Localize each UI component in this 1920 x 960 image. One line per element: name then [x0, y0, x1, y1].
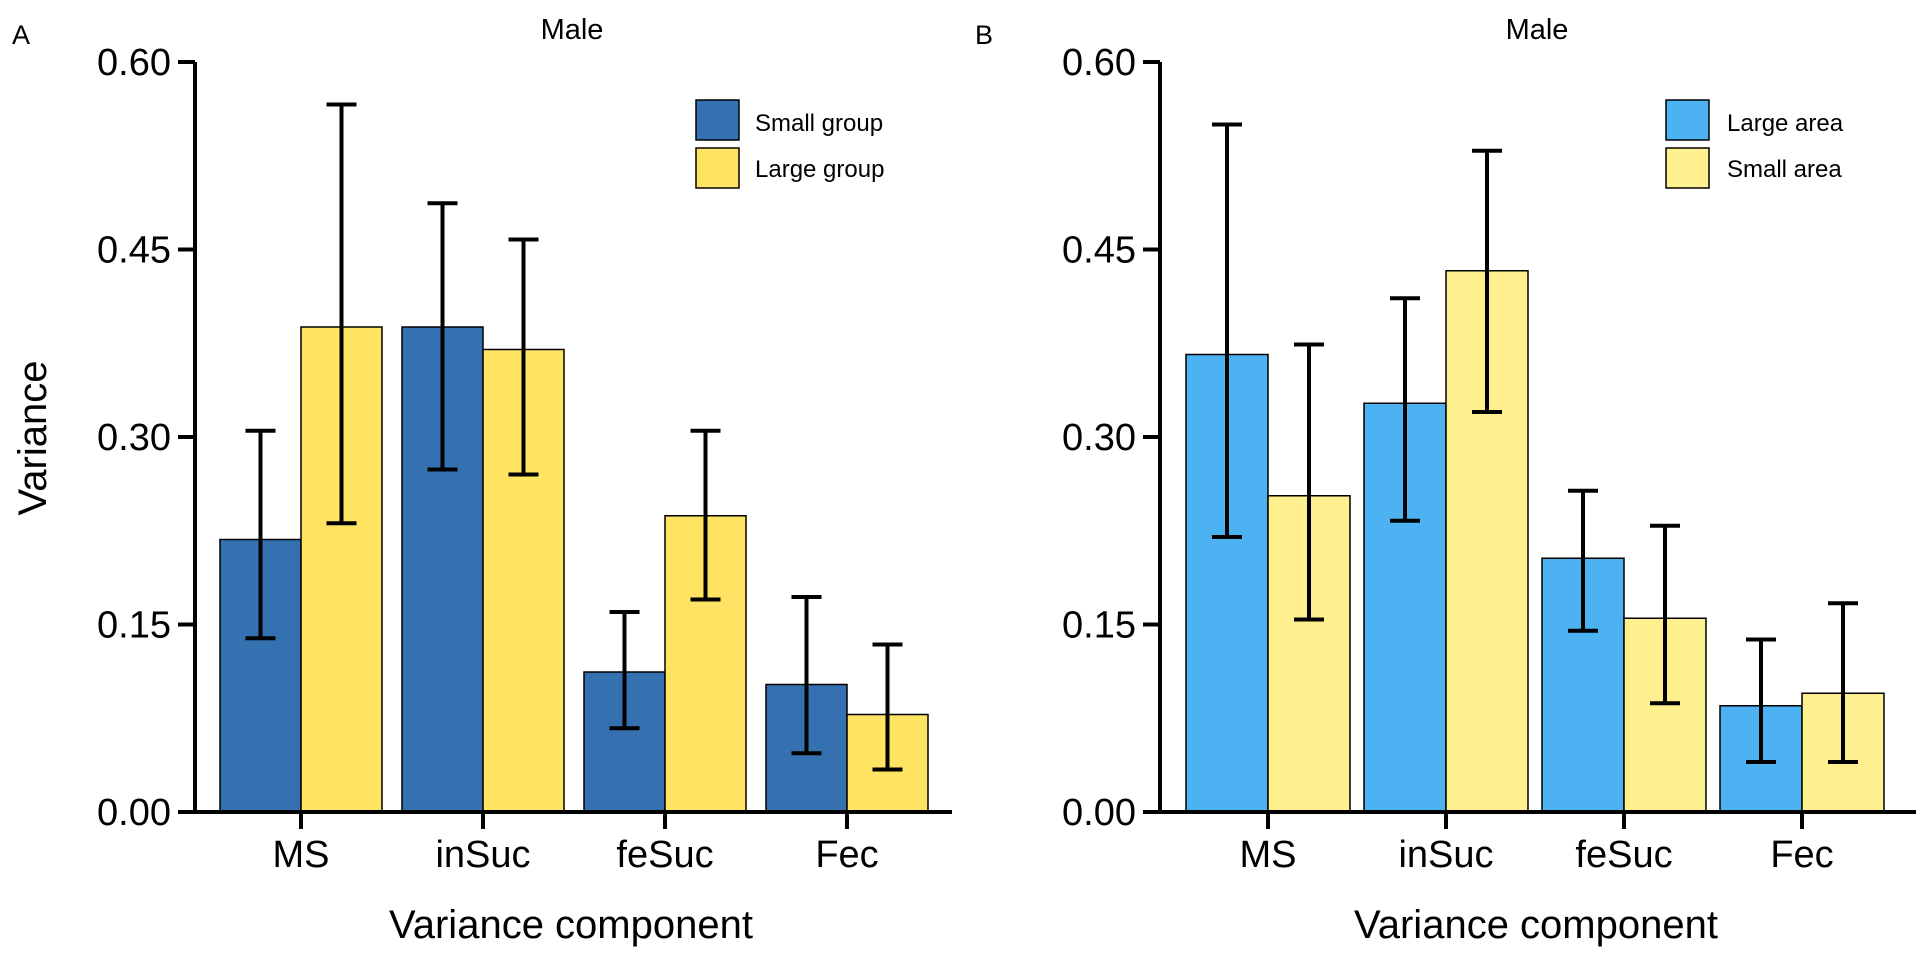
error-bar-large-group-fesuc: [690, 428, 721, 602]
x-tick-label-fec: Fec: [1770, 834, 1833, 876]
y-tick-label: 0.15: [1062, 605, 1136, 647]
y-tick-label: 0.00: [1062, 792, 1136, 834]
legend-swatch-large-area: [1665, 99, 1710, 141]
y-tick-label: 0.45: [97, 230, 171, 272]
x-tick-label-insuc: inSuc: [435, 834, 530, 876]
legend-swatch-large-group: [695, 147, 740, 189]
panel-b-x-axis-title: Variance component: [1354, 903, 1718, 947]
panel-a: A Male Variance Variance component 0.000…: [11, 14, 952, 947]
y-tick-label: 0.60: [1062, 42, 1136, 84]
panel-a-legend: Small group Large group: [695, 99, 884, 189]
legend-swatch-small-area: [1665, 147, 1710, 189]
legend-swatch-small-group: [695, 99, 740, 141]
legend-label-small-area: Small area: [1727, 156, 1842, 183]
error-bar-small-group-fec: [791, 595, 822, 756]
error-bar-small-area-fesuc: [1650, 523, 1680, 706]
error-bar-small-area-fec: [1828, 601, 1858, 764]
error-bar-large-area-fesuc: [1568, 488, 1598, 633]
x-tick-label-ms: MS: [273, 834, 330, 876]
error-bar-small-area-insuc: [1472, 148, 1502, 414]
error-bar-large-area-insuc: [1390, 296, 1420, 523]
panel-a-letter: A: [12, 20, 30, 50]
error-bar-small-group-fesuc: [609, 610, 640, 731]
y-tick-label: 0.00: [97, 792, 171, 834]
y-tick-label: 0.30: [1062, 417, 1136, 459]
legend-label-large-group: Large group: [755, 156, 884, 183]
error-bar-small-area-ms: [1294, 342, 1324, 622]
panel-b-legend: Large area Small area: [1665, 99, 1844, 189]
error-bar-large-group-insuc: [508, 237, 539, 477]
x-tick-label-fec: Fec: [815, 834, 878, 876]
panel-a-plot-area: 0.00 0.15 0.30 0.45 0.60 MS inSuc feSuc Fec: [97, 42, 952, 876]
y-tick-label: 0.60: [97, 42, 171, 84]
error-bar-large-area-fec: [1746, 637, 1776, 764]
x-tick-label-fesuc: feSuc: [1575, 834, 1672, 876]
error-bar-small-group-insuc: [427, 201, 458, 472]
legend-label-large-area: Large area: [1727, 110, 1844, 137]
panel-b-letter: B: [975, 20, 993, 50]
panel-b-plot-area: 0.00 0.15 0.30 0.45 0.60 MS inSuc feSuc Fec: [1062, 42, 1916, 876]
legend-label-small-group: Small group: [755, 110, 883, 137]
error-bar-large-group-fec: [872, 642, 903, 772]
y-tick-label: 0.45: [1062, 230, 1136, 272]
panel-a-title: Male: [541, 14, 604, 46]
error-bar-large-area-ms: [1212, 122, 1242, 539]
error-bar-large-group-ms: [326, 102, 357, 526]
x-tick-label-ms: MS: [1240, 834, 1297, 876]
x-tick-label-insuc: inSuc: [1398, 834, 1493, 876]
x-tick-label-fesuc: feSuc: [616, 834, 713, 876]
y-tick-label: 0.15: [97, 605, 171, 647]
y-tick-label: 0.30: [97, 417, 171, 459]
error-bar-small-group-ms: [245, 428, 276, 641]
y-axis-title: Variance: [11, 361, 55, 516]
panel-a-x-axis-title: Variance component: [389, 903, 753, 947]
panel-b: B Male Variance component 0.000.150.300.…: [975, 14, 1916, 947]
panel-b-title: Male: [1506, 14, 1569, 46]
